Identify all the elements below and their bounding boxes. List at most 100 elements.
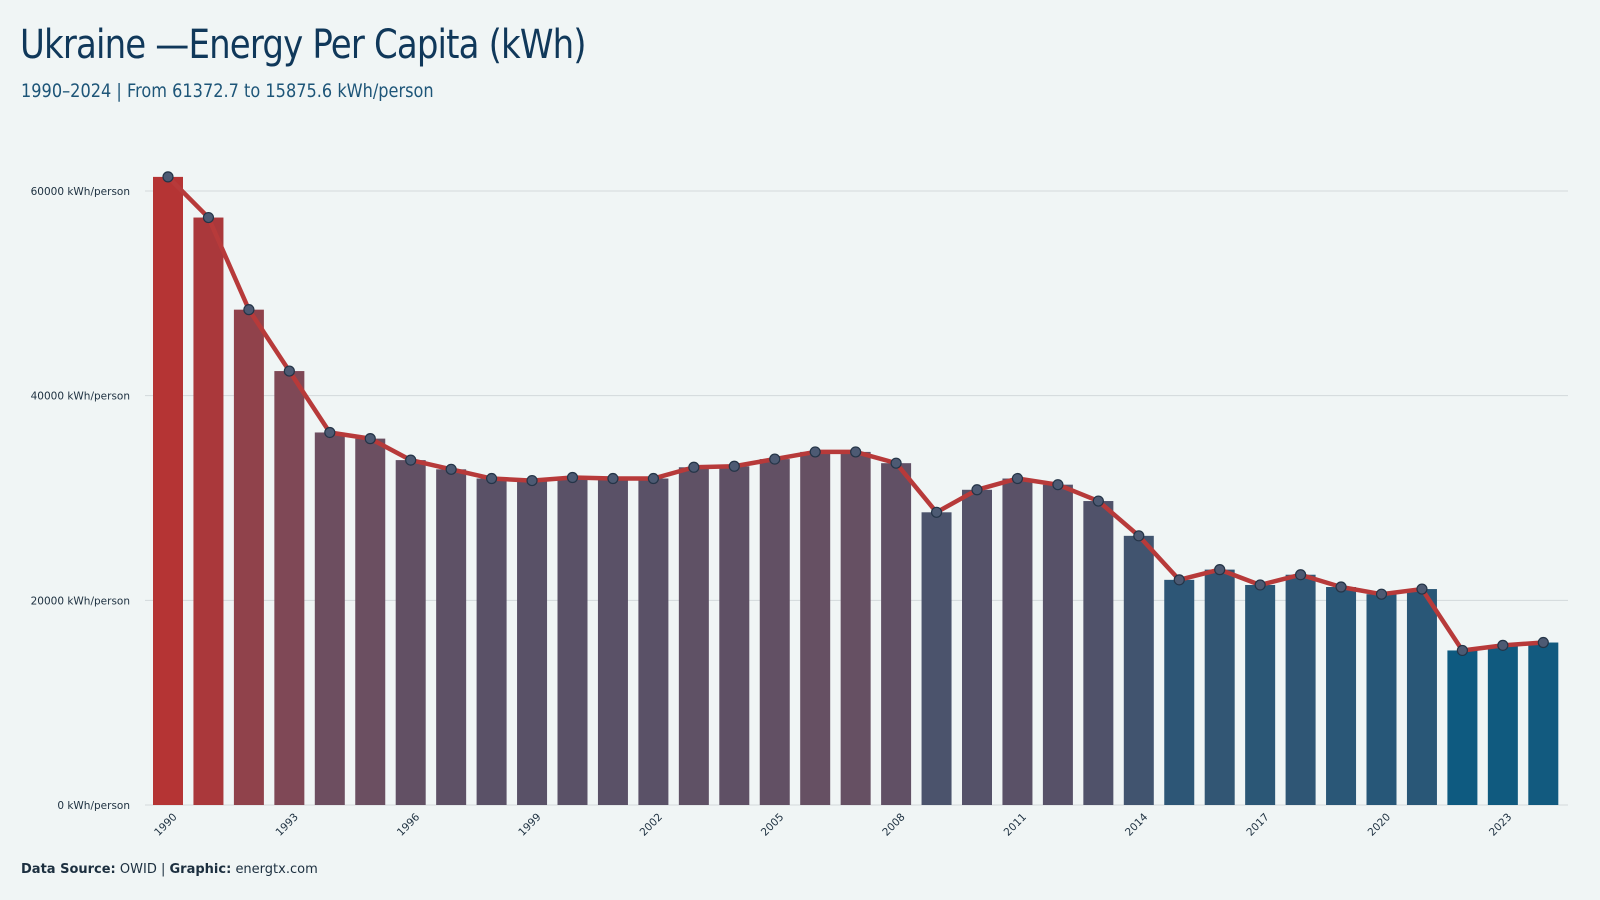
data-point — [283, 365, 295, 377]
source-label: Data Source: — [21, 862, 116, 877]
bar — [193, 217, 224, 805]
data-point — [1092, 495, 1104, 507]
bar — [436, 469, 467, 805]
data-point — [607, 472, 619, 485]
chart-title: Ukraine —Energy Per Capita (kWh) — [20, 22, 587, 68]
data-point — [1052, 479, 1064, 491]
x-tick-label: 1993 — [274, 811, 301, 838]
bar — [678, 467, 709, 805]
x-tick-label: 2008 — [880, 811, 907, 838]
x-tick-label: 1990 — [152, 811, 179, 838]
data-point — [1335, 581, 1347, 593]
bar — [314, 432, 345, 805]
bars — [153, 176, 1559, 805]
data-point — [930, 506, 943, 518]
bar — [1123, 535, 1154, 805]
data-point — [688, 461, 700, 473]
data-point — [566, 471, 579, 484]
data-point — [971, 484, 983, 496]
y-tick-label: 40000 kWh/person — [31, 391, 130, 403]
data-point — [445, 463, 457, 475]
data-point — [1011, 472, 1024, 485]
bar — [274, 371, 305, 805]
x-tick-label: 2023 — [1487, 811, 1514, 838]
y-tick-label: 20000 kWh/person — [31, 595, 130, 607]
bar — [476, 478, 507, 805]
x-tick-label: 1999 — [516, 811, 543, 838]
data-point — [769, 453, 781, 465]
x-axis-tick-labels: 1990 1993 1996 1999 2002 2005 2008 2011 2014 2017… — [152, 811, 1514, 839]
bar — [719, 466, 750, 805]
bar — [355, 438, 386, 805]
data-point — [1497, 639, 1509, 651]
bar — [1528, 642, 1559, 805]
graphic-value: energtx.com — [235, 862, 318, 877]
data-point — [243, 304, 255, 316]
data-point — [202, 211, 215, 224]
source-value: OWID — [119, 862, 157, 877]
bar — [597, 478, 628, 805]
data-point — [364, 433, 376, 445]
data-point — [728, 460, 740, 472]
bar — [840, 451, 871, 805]
x-tick-label: 2005 — [759, 811, 786, 838]
bar — [1406, 589, 1437, 805]
chart-footer: Data Source: OWID | Graphic: energtx.com — [21, 862, 318, 877]
data-point — [1294, 569, 1307, 581]
bar — [881, 463, 912, 805]
data-point — [486, 472, 498, 485]
y-tick-label: 60000 kWh/person — [31, 186, 130, 198]
data-point — [1254, 579, 1266, 591]
bar — [921, 512, 952, 805]
chart-subtitle: 1990–2024 | From 61372.7 to 15875.6 kWh/… — [21, 80, 434, 102]
bar — [1487, 645, 1518, 805]
bar — [517, 480, 548, 805]
graphic-label: Graphic: — [169, 862, 232, 877]
data-point — [890, 457, 902, 469]
data-point — [1537, 636, 1549, 649]
bar — [557, 477, 588, 805]
data-point — [1416, 583, 1428, 595]
x-tick-label: 2014 — [1123, 811, 1151, 839]
x-tick-label: 2002 — [638, 811, 665, 838]
bar — [1083, 501, 1114, 805]
bar — [759, 459, 790, 805]
data-point — [324, 426, 336, 439]
data-point — [405, 454, 417, 466]
data-point — [647, 472, 660, 485]
bar — [1285, 574, 1316, 805]
bar — [1164, 579, 1195, 805]
x-tick-label: 2011 — [1002, 811, 1029, 838]
data-point — [1375, 588, 1388, 600]
bar — [1447, 650, 1478, 805]
bar — [153, 176, 183, 805]
bar — [1366, 594, 1397, 805]
data-point — [162, 171, 174, 183]
data-point — [526, 474, 538, 487]
data-point — [850, 446, 862, 458]
data-point — [1173, 574, 1185, 586]
bar — [800, 451, 831, 805]
data-markers — [162, 171, 1549, 657]
y-tick-label: 0 kWh/person — [57, 800, 130, 812]
data-point — [1214, 564, 1226, 576]
data-point — [1456, 644, 1469, 657]
bar — [962, 489, 992, 805]
data-point — [809, 446, 821, 458]
bar — [233, 309, 264, 805]
footer-separator: | — [160, 862, 166, 877]
x-tick-label: 2020 — [1366, 811, 1393, 838]
bar — [638, 478, 669, 805]
bar — [1002, 478, 1033, 805]
bar — [1204, 569, 1235, 805]
bar — [1042, 484, 1073, 805]
bar — [1245, 584, 1276, 805]
data-point — [1133, 530, 1145, 542]
x-tick-label: 2017 — [1244, 811, 1271, 838]
bar — [395, 460, 426, 805]
x-tick-label: 1996 — [395, 811, 423, 839]
bar — [1326, 587, 1357, 805]
y-axis-tick-labels: 0 kWh/person 20000 kWh/person 40000 kWh/pe… — [31, 186, 130, 812]
